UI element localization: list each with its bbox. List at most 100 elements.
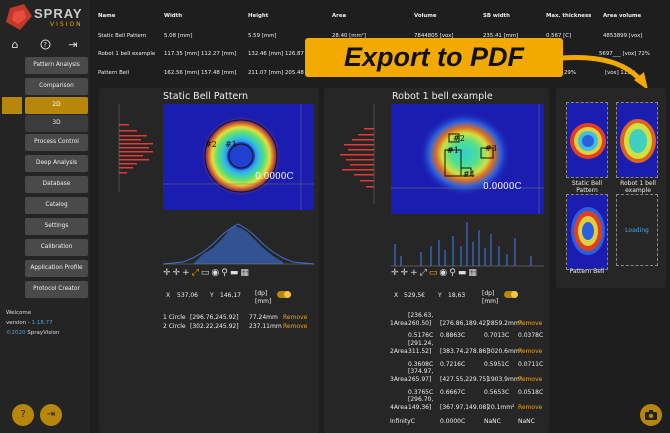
marker-3: #3	[485, 144, 497, 153]
pattern-panel-static-bell: Static Bell Pattern	[99, 88, 319, 433]
add-tool-icon[interactable]: +	[182, 268, 192, 278]
area-ratio: 0.7013C	[484, 332, 510, 339]
welcome-text: Welcome	[6, 310, 32, 316]
area-name: 1Area	[390, 320, 408, 327]
area-center: [276.86,189.42]	[440, 320, 489, 327]
remove-button[interactable]: Remove	[518, 376, 543, 383]
pan-tool-icon[interactable]: ✛	[163, 268, 173, 278]
spray-vision-logo-icon	[6, 4, 32, 30]
rectangle-tool-icon[interactable]: ▭	[200, 268, 212, 278]
line-tool-icon[interactable]: ⤢	[191, 268, 201, 278]
add-tool-icon[interactable]: +	[410, 268, 420, 278]
thumbnail-pattern-bell[interactable]	[566, 194, 608, 270]
sidebar-item-catalog[interactable]: Catalog	[25, 197, 88, 214]
circle-tool-icon[interactable]: ◉	[211, 268, 222, 278]
x-value: 537,06	[177, 292, 198, 299]
area-ratio: 0.3765C	[408, 389, 434, 396]
table-cell: 235.41 [mm]	[483, 33, 519, 39]
unit-toggle[interactable]	[277, 291, 291, 298]
table-cell: 132.46 [mm] 126.87 [mm]	[248, 51, 321, 57]
column-header-max-thickness: Max. thickness	[546, 13, 592, 19]
remove-button[interactable]: Remove	[283, 323, 308, 330]
ruler-tool-icon[interactable]: ▬	[457, 268, 469, 278]
table-cell: Robot 1 bell example	[98, 51, 156, 57]
area-ratio: 0.8863C	[440, 332, 466, 339]
grid-tool-icon[interactable]: ▦	[240, 268, 251, 278]
measure-coords: [302.22,245.92]	[190, 323, 239, 330]
grid-tool-icon[interactable]: ▦	[468, 268, 479, 278]
area-ratio: NaNC	[518, 418, 535, 425]
search-icon[interactable]: ⚲	[221, 268, 230, 278]
column-header-area: Area	[332, 13, 347, 19]
remove-button[interactable]: Remove	[283, 314, 308, 321]
measure-name: 2 Circle	[163, 323, 186, 330]
area-box: [374.97, 265.97]	[408, 368, 434, 383]
sidebar-item-calibration[interactable]: Calibration	[25, 239, 88, 256]
remove-button[interactable]: Remove	[518, 348, 543, 355]
unit-toggle[interactable]	[504, 291, 518, 298]
table-cell: 117.35 [mm] 112.27 [mm]	[164, 51, 237, 57]
arrow-icon	[561, 55, 648, 90]
export-to-pdf-banner: Export to PDF	[305, 38, 563, 77]
sidebar-item-process-control[interactable]: Process Control	[25, 134, 88, 151]
table-cell: 0.567 [C]	[546, 33, 572, 39]
help-icon[interactable]: ?	[36, 36, 54, 54]
zoom-tool-icon[interactable]: ✛	[172, 268, 183, 278]
area-name: 4Area	[390, 404, 408, 411]
thumbnail-robot-bell[interactable]	[616, 102, 658, 178]
panel-title: Robot 1 bell example	[392, 91, 493, 102]
logo-text: SPRAY	[34, 6, 83, 21]
heatmap-image: #2 #3 #1 #4 0.0000C	[391, 104, 544, 214]
marker-1: #2	[453, 134, 465, 143]
sidebar-item-pattern-analysis[interactable]: Pattern Analysis	[25, 57, 88, 74]
table-cell: [vox] 111%	[605, 70, 636, 76]
export-round-button[interactable]: ⇥	[40, 404, 62, 426]
thumbnail-static-bell[interactable]	[566, 102, 608, 178]
sidebar-item-database[interactable]: Database	[25, 176, 88, 193]
horizontal-profile-chart	[391, 222, 544, 267]
area-name: 3Area	[390, 376, 408, 383]
circle-tool-icon[interactable]: ◉	[439, 268, 450, 278]
rectangle-tool-icon[interactable]: ▭	[428, 268, 440, 278]
ruler-tool-icon[interactable]: ▬	[229, 268, 241, 278]
column-header-sb-width: SB width	[483, 13, 510, 19]
logout-icon[interactable]: ⇥	[68, 38, 78, 51]
area-size: 2859.2mm²	[487, 320, 523, 327]
panel-toolbar: ✛✛+⤢▭◉⚲▬▦	[391, 268, 479, 278]
area-box: [236.63, 260.50]	[408, 312, 434, 327]
line-tool-icon[interactable]: ⤢	[419, 268, 429, 278]
copyright-name: SprayVision	[25, 330, 60, 336]
sidebar-item-protocol-creator[interactable]: Protocol Creator	[25, 281, 88, 298]
heatmap-value-label: 0.0000C	[483, 182, 522, 192]
y-value: 18,63	[448, 292, 466, 299]
help-round-button[interactable]: ?	[12, 404, 34, 426]
sidebar-item-application-profile[interactable]: Application Profile	[25, 260, 88, 277]
area-size: 1903.9mm²	[487, 376, 523, 383]
summary-table: Name Width Height Area Volume SB width M…	[92, 8, 670, 80]
remove-button[interactable]: Remove	[518, 404, 543, 411]
measure-name: 1 Circle	[163, 314, 186, 321]
area-ratio: 0.3608C	[408, 361, 434, 368]
marker-4: #4	[463, 170, 475, 179]
x-label: X	[166, 292, 171, 299]
sidebar-top-icons: ⌂ ? ⇥	[0, 36, 90, 54]
camera-button[interactable]	[640, 404, 662, 426]
sidebar-item-settings[interactable]: Settings	[25, 218, 88, 235]
area-center: [383.74,278.86]	[440, 348, 489, 355]
sidebar-item-2d[interactable]: 2D	[25, 97, 88, 114]
home-icon[interactable]: ⌂	[11, 38, 19, 51]
area-ratio: 0.0711C	[518, 361, 544, 368]
sidebar-item-comparison[interactable]: Comparison	[25, 78, 88, 95]
sidebar-item-deep-analysis[interactable]: Deep Analysis	[25, 155, 88, 172]
pan-tool-icon[interactable]: ✛	[391, 268, 401, 278]
sidebar: SPRAY VISION ⌂ ? ⇥ Pattern Analysis Comp…	[0, 0, 90, 433]
thumbnail-loading: Loading	[616, 194, 658, 266]
remove-button[interactable]: Remove	[518, 320, 543, 327]
area-ratio: 0.5653C	[484, 389, 510, 396]
search-icon[interactable]: ⚲	[449, 268, 458, 278]
sidebar-item-3d[interactable]: 3D	[25, 115, 88, 132]
table-cell: Pattern Bell	[98, 70, 130, 76]
zoom-tool-icon[interactable]: ✛	[400, 268, 411, 278]
table-cell: 7844805 [vox]	[414, 33, 454, 39]
area-ratio: 0.5176C	[408, 332, 434, 339]
